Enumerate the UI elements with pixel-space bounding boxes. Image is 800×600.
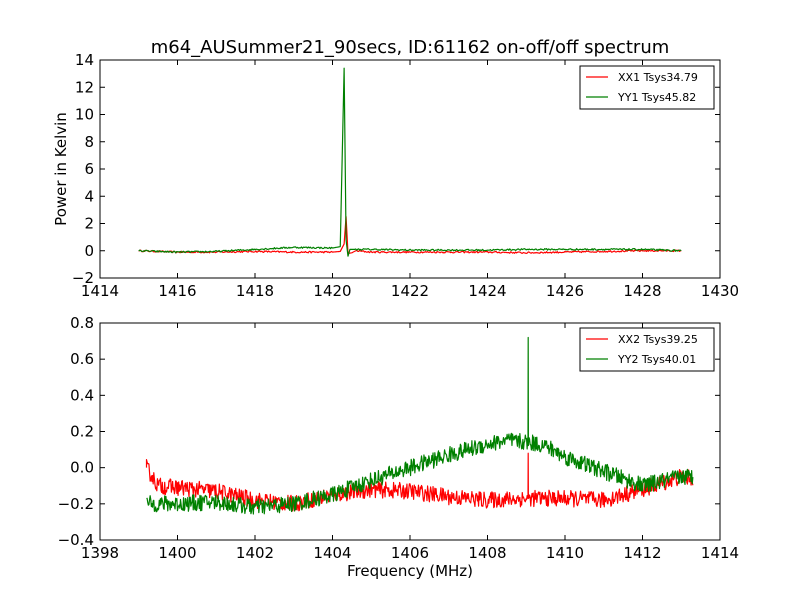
y-tick-label: 0.8 xyxy=(70,314,94,332)
y-tick-label: −0.4 xyxy=(58,531,94,549)
x-tick-label: 1420 xyxy=(313,282,351,300)
y-tick-label: −2 xyxy=(72,269,94,287)
x-tick-label: 1404 xyxy=(313,544,351,562)
x-tick-label: 1428 xyxy=(623,282,661,300)
y-tick-label: 14 xyxy=(75,51,94,69)
legend-label: XX1 Tsys34.79 xyxy=(618,71,698,84)
x-tick-label: 1400 xyxy=(158,544,196,562)
x-tick-label: 1402 xyxy=(236,544,274,562)
x-tick-label: 1408 xyxy=(468,544,506,562)
figure-title: m64_AUSummer21_90secs, ID:61162 on-off/o… xyxy=(151,37,670,58)
bottom-panel: 1398 1400 1402 1404 1406 1408 1410 1412 1414 −0.4… xyxy=(58,314,740,580)
x-tick-label: 1426 xyxy=(546,282,584,300)
x-tick-label: 1414 xyxy=(81,282,119,300)
y-axis-label: Power in Kelvin xyxy=(52,112,70,226)
legend-label: YY2 Tsys40.01 xyxy=(617,353,696,366)
y-tick-label: 2 xyxy=(84,215,94,233)
top-panel: 1414 1416 1418 1420 1422 1424 1426 1428 1430 −2 0 2… xyxy=(52,51,739,300)
y-tick-label: 0.6 xyxy=(70,350,94,368)
legend: XX2 Tsys39.25 YY2 Tsys40.01 xyxy=(579,327,715,372)
series-line-1 xyxy=(138,216,682,255)
x-axis-label: Frequency (MHz) xyxy=(347,562,473,580)
x-tick-label: 1412 xyxy=(623,544,661,562)
legend-label: YY1 Tsys45.82 xyxy=(617,91,696,104)
legend: XX1 Tsys34.79 YY1 Tsys45.82 xyxy=(579,65,715,110)
y-tick-label: 0.4 xyxy=(70,386,94,404)
x-tick-label: 1410 xyxy=(546,544,584,562)
y-tick-label: −0.2 xyxy=(58,495,94,513)
y-tick-label: 12 xyxy=(75,78,94,96)
x-tick-label: 1416 xyxy=(158,282,196,300)
x-tick-label: 1424 xyxy=(468,282,506,300)
y-tick-label: 4 xyxy=(84,187,94,205)
x-tick-label: 1422 xyxy=(391,282,429,300)
series-line-2 xyxy=(138,67,682,257)
series-line-1 xyxy=(145,452,694,512)
y-tick-label: 6 xyxy=(84,160,94,178)
y-tick-label: 0.2 xyxy=(70,423,94,441)
y-tick-label: 8 xyxy=(84,133,94,151)
y-tick-label: 0 xyxy=(84,242,94,260)
x-tick-label: 1430 xyxy=(701,282,739,300)
x-tick-label: 1414 xyxy=(701,544,739,562)
series-line-2 xyxy=(146,336,694,515)
y-tick-label: 0.0 xyxy=(70,459,94,477)
x-tick-label: 1406 xyxy=(391,544,429,562)
x-tick-label: 1418 xyxy=(236,282,274,300)
legend-label: XX2 Tsys39.25 xyxy=(618,333,698,346)
y-tick-label: 10 xyxy=(75,106,94,124)
x-tick-label: 1398 xyxy=(81,544,119,562)
